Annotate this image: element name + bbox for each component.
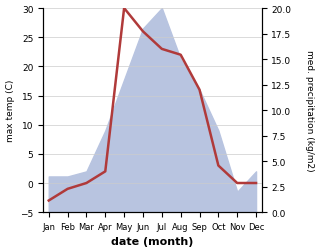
Y-axis label: med. precipitation (kg/m2): med. precipitation (kg/m2) <box>306 50 315 171</box>
X-axis label: date (month): date (month) <box>111 237 194 246</box>
Y-axis label: max temp (C): max temp (C) <box>5 80 14 142</box>
